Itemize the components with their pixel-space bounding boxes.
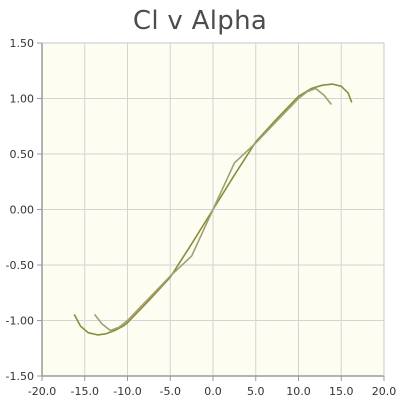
series-line-2 bbox=[94, 87, 332, 332]
x-tick-label: 15.0 bbox=[329, 385, 354, 398]
x-tick-label: 20.0 bbox=[372, 385, 397, 398]
y-tick-label: 0.50 bbox=[10, 148, 35, 161]
x-tick-label: -10.0 bbox=[113, 385, 141, 398]
chart-title: Cl v Alpha bbox=[132, 6, 268, 36]
x-tick-label: 0.0 bbox=[204, 385, 222, 398]
x-tick-label: -20.0 bbox=[28, 385, 56, 398]
y-tick-label: 0.00 bbox=[10, 204, 35, 217]
x-tick-label: 5.0 bbox=[247, 385, 265, 398]
series-line-1 bbox=[73, 83, 353, 336]
x-tick-label: -15.0 bbox=[71, 385, 99, 398]
y-tick-label: -1.50 bbox=[6, 370, 34, 383]
x-tick-label: 10.0 bbox=[286, 385, 311, 398]
x-tick-label: -5.0 bbox=[160, 385, 181, 398]
y-tick-label: 1.00 bbox=[10, 93, 35, 106]
y-tick-label: -1.00 bbox=[6, 315, 34, 328]
y-tick-label: 1.50 bbox=[10, 37, 35, 50]
y-tick-label: -0.50 bbox=[6, 259, 34, 272]
